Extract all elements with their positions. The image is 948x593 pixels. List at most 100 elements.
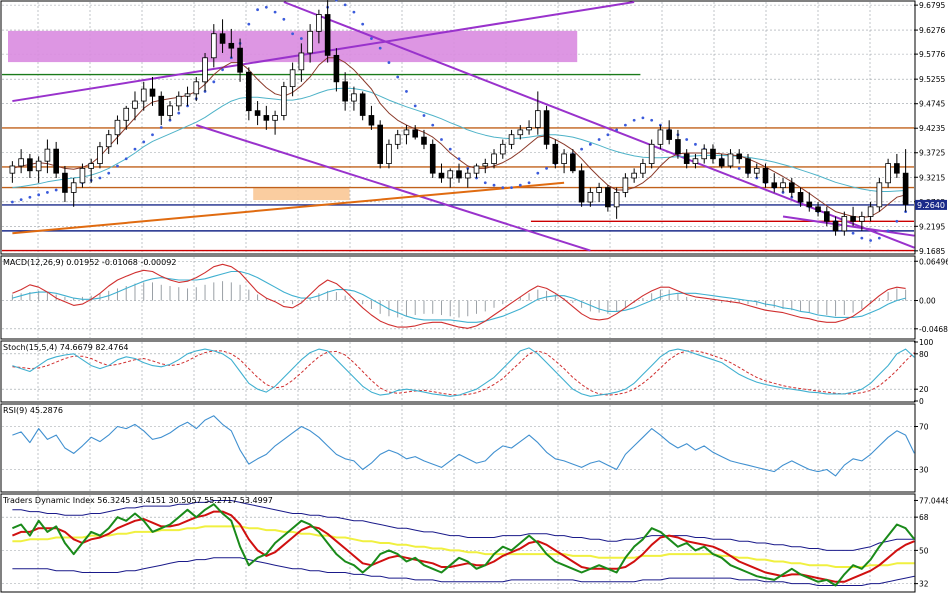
psar-dot bbox=[116, 164, 119, 168]
candle-bearish bbox=[438, 172, 445, 179]
candle-bullish bbox=[289, 69, 296, 88]
candle-bullish bbox=[648, 143, 655, 164]
psar-dot bbox=[475, 176, 478, 180]
candle-bearish bbox=[62, 172, 68, 193]
candle-bearish bbox=[254, 110, 261, 116]
psar-dot bbox=[46, 191, 49, 194]
y-tick-label: 30 bbox=[919, 466, 929, 475]
stochastic-main-line bbox=[12, 347, 915, 397]
candle-bearish bbox=[815, 206, 821, 213]
candle-bearish bbox=[570, 153, 576, 172]
candle-bullish bbox=[473, 165, 480, 174]
candle-bullish bbox=[482, 163, 489, 167]
psar-dot bbox=[545, 166, 548, 170]
tdi-lower-band bbox=[12, 557, 915, 586]
psar-dot bbox=[597, 138, 601, 141]
candle-bullish bbox=[351, 93, 357, 102]
psar-dot bbox=[580, 147, 584, 151]
candle-bearish bbox=[666, 129, 672, 140]
y-tick-label: 100 bbox=[919, 338, 934, 347]
candle-bullish bbox=[88, 163, 95, 169]
candle-bearish bbox=[578, 170, 585, 203]
psar-dot bbox=[606, 133, 610, 137]
y-tick-label: 70 bbox=[919, 423, 929, 432]
candle-bearish bbox=[745, 158, 751, 174]
tdi-upper-band bbox=[12, 500, 915, 551]
psar-dot bbox=[273, 10, 277, 14]
rsi-pane-frame bbox=[0, 403, 916, 493]
psar-dot bbox=[28, 195, 32, 199]
rsi-pane[interactable]: 70 30 RSI(9) 45.2876 bbox=[0, 403, 929, 493]
candle-bullish bbox=[561, 153, 567, 164]
price-pane[interactable]: 9.6795 9.6276 9.5776 9.5255 9.4745 9.4235 9.37… bbox=[0, 0, 947, 256]
candle-bullish bbox=[394, 134, 401, 145]
stochastic-y-axis: 100 80 20 0 bbox=[914, 338, 934, 406]
candle-bearish bbox=[762, 167, 769, 184]
candle-bullish bbox=[272, 115, 278, 121]
last-price-badge bbox=[915, 199, 947, 210]
candle-bullish bbox=[867, 206, 874, 217]
candle-bearish bbox=[675, 139, 681, 155]
stochastic-title: Stoch(15,5,4) 74.6679 82.4764 bbox=[3, 343, 129, 352]
psar-dot bbox=[387, 61, 391, 64]
stochastic-lines bbox=[12, 347, 915, 397]
candle-bullish bbox=[70, 182, 77, 193]
stochastic-pane[interactable]: 100 80 20 0 Stoch(15,5,4) 74.6679 82.4764 bbox=[0, 338, 934, 406]
support-zone-orange bbox=[253, 188, 350, 201]
candle-bullish bbox=[132, 100, 138, 109]
psar-dot bbox=[413, 104, 417, 108]
y-tick-label: 9.4235 bbox=[919, 124, 945, 133]
tdi-signal-line bbox=[12, 510, 915, 583]
parabolic-sar-dots bbox=[10, 0, 908, 242]
macd-pane[interactable]: 0.06496 0.00 -0.0468 MACD(12,26,9) 0.01952… bbox=[0, 255, 948, 340]
psar-dot bbox=[133, 147, 137, 151]
macd-main-line bbox=[12, 263, 906, 329]
psar-dot bbox=[396, 75, 400, 79]
candle-bullish bbox=[175, 95, 182, 107]
psar-dot bbox=[212, 80, 216, 84]
candle-bearish bbox=[832, 220, 839, 232]
psar-dot bbox=[641, 116, 645, 120]
candle-bearish bbox=[53, 148, 59, 174]
stochastic-grid bbox=[2, 342, 914, 401]
psar-dot bbox=[448, 147, 452, 151]
candle-bearish bbox=[543, 110, 550, 145]
tdi-lines bbox=[12, 500, 916, 587]
psar-dot bbox=[886, 229, 890, 233]
candle-bearish bbox=[771, 182, 778, 189]
psar-dot bbox=[510, 186, 513, 190]
psar-dot bbox=[299, 37, 303, 40]
candle-bearish bbox=[359, 93, 366, 116]
candle-bearish bbox=[710, 148, 716, 160]
candle-bullish bbox=[202, 57, 208, 83]
psar-dot bbox=[457, 157, 461, 161]
psar-dot bbox=[124, 157, 128, 161]
candle-bullish bbox=[97, 146, 103, 164]
candle-bearish bbox=[421, 136, 427, 145]
rsi-title: RSI(9) 45.2876 bbox=[3, 406, 63, 415]
candle-bearish bbox=[263, 115, 270, 121]
psar-dot bbox=[151, 133, 154, 137]
psar-dot bbox=[737, 166, 741, 170]
candle-bearish bbox=[429, 143, 436, 174]
psar-dot bbox=[422, 114, 426, 117]
candle-bullish bbox=[491, 153, 497, 164]
macd-signal-line bbox=[12, 270, 906, 323]
tdi-title: Traders Dynamic Index 56.3245 43.4151 30… bbox=[2, 496, 273, 505]
y-tick-label: 9.6276 bbox=[919, 26, 945, 35]
candle-bearish bbox=[158, 95, 165, 116]
y-tick-label: -0.0468 bbox=[919, 325, 948, 334]
tdi-pane[interactable]: 77.0448 68 50 32 Traders Dynamic Index 56.3… bbox=[0, 493, 948, 593]
price-y-axis: 9.6795 9.6276 9.5776 9.5255 9.4745 9.4235 9.37… bbox=[914, 1, 947, 256]
candle-bullish bbox=[105, 134, 112, 148]
candle-bearish bbox=[806, 201, 813, 208]
candle-bullish bbox=[631, 172, 637, 179]
candle-bullish bbox=[140, 88, 147, 102]
y-tick-label: 68 bbox=[919, 513, 929, 522]
trend-channel-line bbox=[782, 215, 915, 237]
candle-bullish bbox=[841, 216, 848, 232]
candle-bullish bbox=[596, 187, 602, 193]
candle-bearish bbox=[552, 143, 559, 164]
candle-bullish bbox=[876, 182, 883, 208]
